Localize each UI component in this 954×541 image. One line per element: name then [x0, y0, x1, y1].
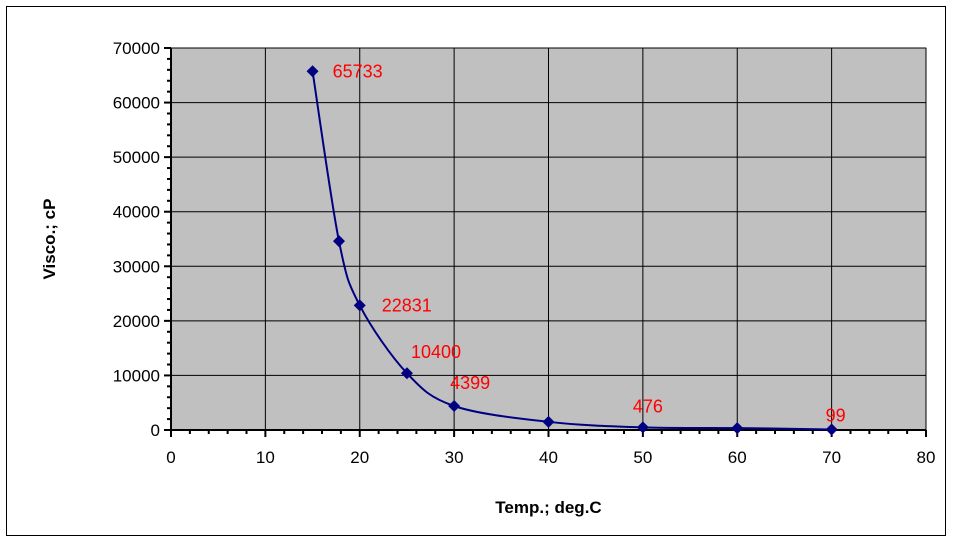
- x-axis-title: Temp.; deg.C: [495, 498, 601, 517]
- y-tick-label: 60000: [113, 94, 160, 113]
- data-label: 99: [826, 405, 846, 425]
- data-point-marker: [636, 421, 649, 434]
- x-tick-label: 50: [633, 448, 652, 467]
- data-label: 4399: [450, 373, 490, 393]
- data-point-marker: [332, 235, 345, 248]
- axes: [164, 47, 927, 437]
- data-point-marker: [353, 299, 366, 312]
- series-markers: [306, 65, 838, 436]
- x-tick-label: 60: [728, 448, 747, 467]
- y-axis-title: Visco.; cP: [40, 199, 59, 280]
- data-labels: 65733 22831 10400 4399 476 99: [333, 61, 846, 425]
- x-tick-label: 80: [917, 448, 936, 467]
- x-tick-label: 30: [445, 448, 464, 467]
- data-point-marker: [448, 399, 461, 412]
- y-tick-label: 70000: [113, 39, 160, 58]
- y-tick-label: 30000: [113, 257, 160, 276]
- y-tick-label: 50000: [113, 148, 160, 167]
- data-label: 476: [633, 396, 663, 416]
- x-tick-label: 70: [822, 448, 841, 467]
- data-point-marker: [306, 65, 319, 78]
- data-label: 22831: [382, 295, 432, 315]
- x-tick-label: 10: [256, 448, 275, 467]
- gridlines: [171, 47, 927, 430]
- data-label: 10400: [411, 342, 461, 362]
- data-point-marker: [400, 367, 413, 380]
- tick-labels: 0 10 20 30 40 50 60 70 80 0 10000 20000 30000 40000 50…: [113, 39, 936, 467]
- data-point-marker: [825, 423, 838, 436]
- x-tick-label: 0: [166, 448, 175, 467]
- y-tick-label: 10000: [113, 366, 160, 385]
- x-tick-label: 20: [350, 448, 369, 467]
- x-tick-label: 40: [539, 448, 558, 467]
- data-point-marker: [542, 415, 555, 428]
- y-tick-label: 20000: [113, 312, 160, 331]
- data-label: 65733: [333, 61, 383, 81]
- y-tick-label: 0: [151, 421, 160, 440]
- data-point-marker: [731, 422, 744, 435]
- y-tick-label: 40000: [113, 203, 160, 222]
